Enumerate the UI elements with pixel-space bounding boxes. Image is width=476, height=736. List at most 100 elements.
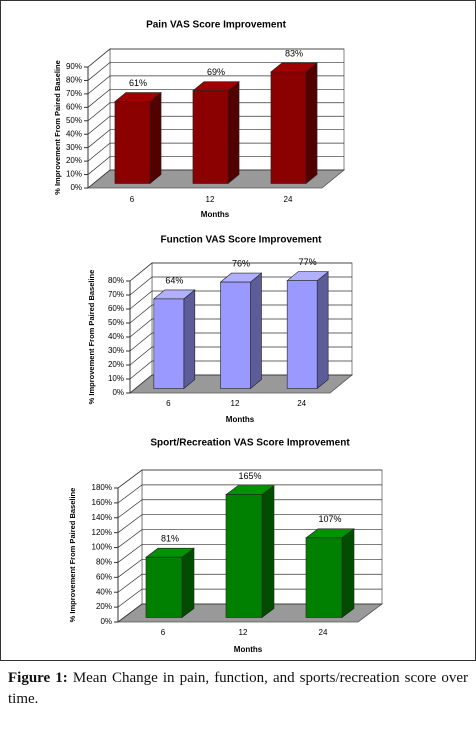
y-tick-label: 60% bbox=[96, 572, 112, 581]
y-tick-label: 120% bbox=[92, 528, 112, 537]
y-tick-label: 10% bbox=[66, 170, 82, 179]
bar bbox=[286, 280, 318, 389]
grid-line bbox=[87, 88, 344, 108]
grid-line bbox=[129, 290, 352, 310]
y-tick-label: 10% bbox=[108, 374, 124, 383]
x-tick-label: 24 bbox=[284, 195, 293, 204]
y-tick-label: 40% bbox=[96, 587, 112, 596]
grid-line bbox=[129, 304, 352, 324]
x-tick-label: 12 bbox=[231, 399, 240, 408]
chart-title: Sport/Recreation VAS Score Improvement bbox=[150, 438, 350, 449]
value-label: 69% bbox=[207, 67, 225, 77]
bar bbox=[145, 556, 183, 618]
y-tick-label: 90% bbox=[66, 62, 82, 71]
y-tick-label: 20% bbox=[108, 360, 124, 369]
bar-side bbox=[261, 485, 275, 619]
x-tick-label: 12 bbox=[239, 628, 248, 637]
grid-line bbox=[129, 374, 352, 394]
value-label: 64% bbox=[165, 275, 183, 285]
y-tick-label: 60% bbox=[66, 102, 82, 111]
bar bbox=[153, 298, 185, 389]
y-tick-label: 50% bbox=[108, 318, 124, 327]
y-tick-label: 40% bbox=[108, 332, 124, 341]
grid-line bbox=[117, 573, 382, 593]
bar-side bbox=[305, 62, 318, 185]
y-tick-label: 140% bbox=[92, 513, 112, 522]
x-axis-label: Months bbox=[201, 210, 230, 219]
value-label: 107% bbox=[318, 514, 341, 524]
grid-line bbox=[129, 262, 352, 282]
caption: Figure 1: Mean Change in pain, function,… bbox=[8, 668, 468, 710]
value-label: 165% bbox=[238, 471, 261, 481]
y-tick-label: 0% bbox=[112, 388, 124, 397]
grid-line bbox=[87, 75, 344, 95]
bar bbox=[225, 494, 263, 618]
grid-line bbox=[129, 318, 352, 338]
y-axis-label: % Improvement From Paired Baseline bbox=[87, 270, 96, 405]
x-tick-label: 6 bbox=[161, 628, 166, 637]
x-axis-label: Months bbox=[226, 415, 255, 424]
x-tick-label: 24 bbox=[297, 399, 306, 408]
side-wall bbox=[117, 469, 143, 623]
grid-line bbox=[117, 558, 382, 578]
bar bbox=[220, 281, 251, 389]
y-tick-label: 180% bbox=[92, 483, 112, 492]
bar-side bbox=[341, 528, 355, 619]
y-tick-label: 70% bbox=[66, 89, 82, 98]
y-tick-label: 20% bbox=[66, 156, 82, 165]
y-tick-label: 80% bbox=[108, 276, 124, 285]
grid-line bbox=[117, 484, 382, 504]
grid-line bbox=[117, 603, 382, 623]
bar-side bbox=[250, 272, 262, 390]
chart-title: Function VAS Score Improvement bbox=[161, 235, 323, 246]
x-tick-label: 12 bbox=[206, 195, 215, 204]
y-tick-label: 70% bbox=[108, 290, 124, 299]
y-axis-label: % Improvement From Paired Baseline bbox=[53, 60, 62, 195]
grid-line bbox=[129, 346, 352, 366]
y-tick-label: 20% bbox=[96, 602, 112, 611]
y-tick-label: 30% bbox=[66, 143, 82, 152]
grid-line bbox=[117, 529, 382, 548]
grid-line bbox=[87, 142, 344, 162]
bar-side bbox=[181, 547, 195, 619]
y-tick-label: 30% bbox=[108, 346, 124, 355]
caption-text: Mean Change in pain, function, and sport… bbox=[8, 670, 469, 707]
grid-line bbox=[87, 156, 344, 175]
grid-line bbox=[87, 129, 344, 148]
value-label: 81% bbox=[161, 534, 179, 544]
grid-line bbox=[87, 102, 344, 122]
value-label: 77% bbox=[299, 257, 317, 267]
grid-line bbox=[129, 276, 352, 296]
bar-side bbox=[316, 271, 329, 390]
x-tick-label: 6 bbox=[166, 399, 171, 408]
y-axis-label: % Improvement From Paired Baseline bbox=[68, 488, 77, 623]
grid-line bbox=[117, 544, 382, 563]
grid-line bbox=[117, 514, 382, 533]
y-tick-label: 160% bbox=[92, 498, 112, 507]
grid-line bbox=[87, 48, 344, 68]
bar bbox=[305, 537, 343, 618]
grid-line bbox=[117, 469, 382, 489]
bar-side bbox=[183, 289, 196, 390]
value-label: 61% bbox=[129, 78, 147, 88]
y-tick-label: 0% bbox=[70, 183, 82, 192]
value-label: 76% bbox=[232, 258, 250, 268]
y-tick-label: 60% bbox=[108, 304, 124, 313]
chart-title: Pain VAS Score Improvement bbox=[146, 20, 287, 31]
grid-line bbox=[117, 499, 382, 519]
x-axis-label: Months bbox=[234, 645, 263, 654]
grid-line bbox=[87, 169, 344, 189]
bar bbox=[114, 101, 151, 184]
grid-line bbox=[129, 360, 352, 380]
y-tick-label: 40% bbox=[66, 129, 82, 138]
y-tick-label: 50% bbox=[66, 116, 82, 125]
grid-line bbox=[87, 62, 344, 81]
bar bbox=[270, 71, 307, 184]
grid-line bbox=[117, 588, 382, 608]
bar-side bbox=[149, 91, 162, 185]
grid-line bbox=[87, 115, 344, 135]
y-tick-label: 100% bbox=[92, 543, 112, 552]
value-label: 83% bbox=[285, 48, 303, 58]
